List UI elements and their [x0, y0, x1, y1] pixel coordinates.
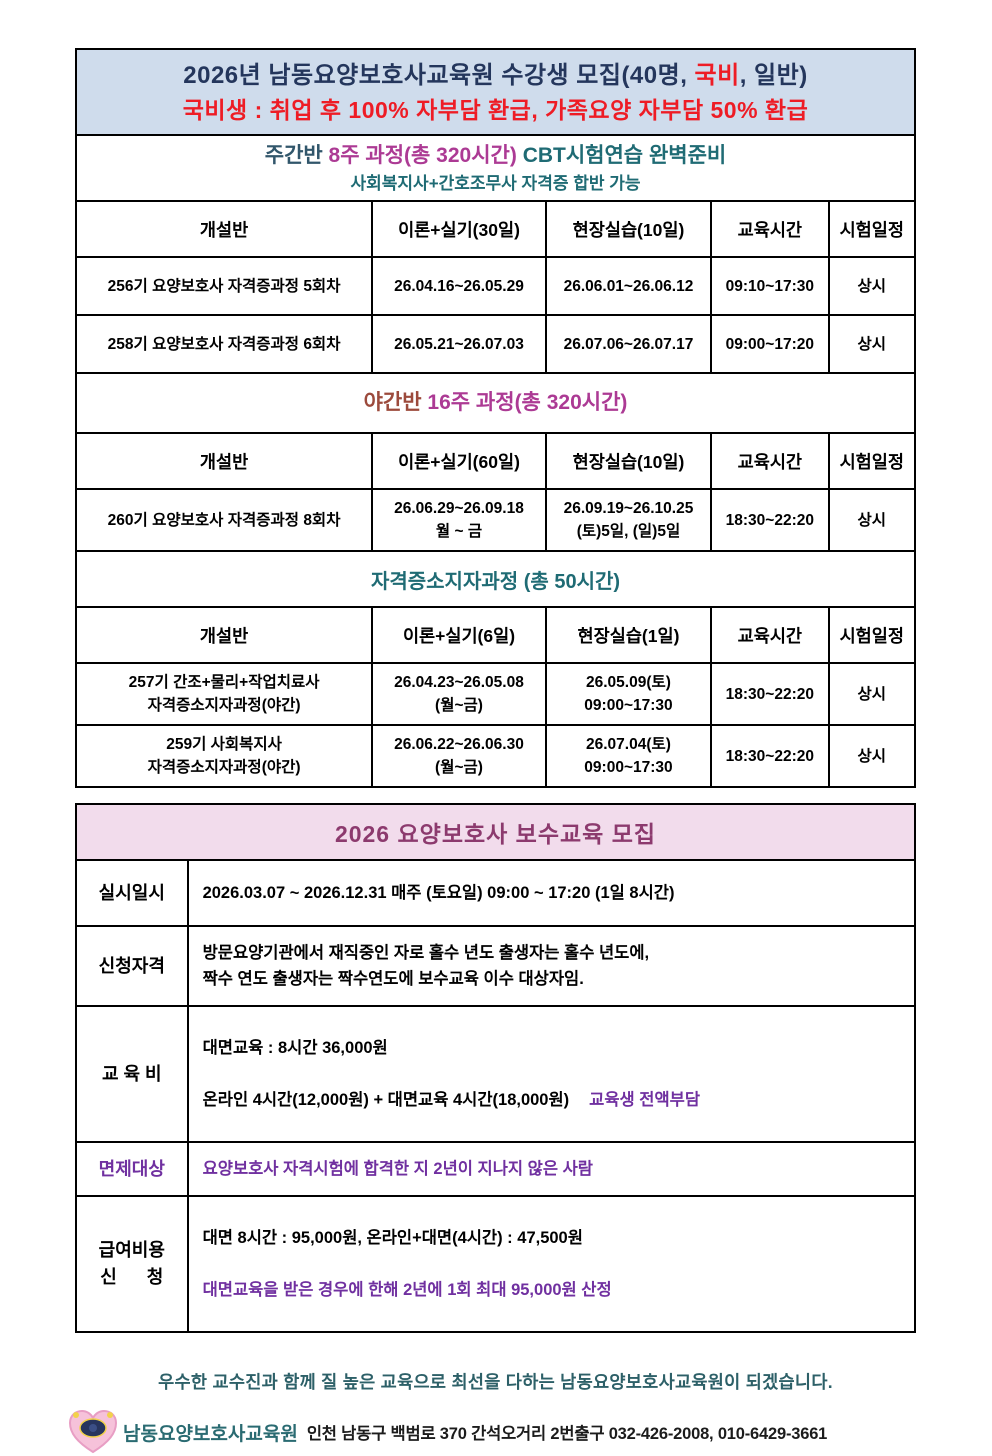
night-word: 야간반 [363, 391, 422, 414]
course-name: 257기 간조+물리+작업치료사 자격증소지자과정(야간) [74, 662, 374, 726]
col-header-class: 개설반 [74, 432, 374, 490]
col-header-class: 개설반 [74, 606, 374, 664]
institute-address: 인천 남동구 백범로 370 간석오거리 2번출구 032-426-2008, … [306, 1425, 828, 1443]
theory-dates: 26.04.23~26.05.08 (월~금) [371, 662, 547, 726]
refresher-eligibility-row: 신청자격 방문요양기관에서 재직중인 자로 홀수 년도 출생자는 홀수 년도에,… [75, 925, 917, 1007]
theory-dates: 26.06.22~26.06.30 (월~금) [371, 724, 547, 788]
col-header-hours: 교육시간 [710, 200, 830, 258]
exam-schedule: 상시 [827, 256, 917, 316]
day-section-subheading: 사회복지사+간호조무사 자격증 합반 가능 [350, 173, 641, 193]
flyer-sheet: 2026년 남동요양보호사교육원 수강생 모집(40명, 국비, 일반) 국비생… [68, 0, 917, 1456]
refresher-table: 2026 요양보호사 보수교육 모집 실시일시 2026.03.07 ~ 202… [75, 803, 917, 1333]
row-label: 실시일시 [75, 859, 189, 927]
practice-dates: 26.06.01~26.06.12 [544, 256, 713, 316]
fee-line2-highlight: 교육생 전액부담 [589, 1091, 701, 1109]
fee-line2-main: 온라인 4시간(12,000원) + 대면교육 4시간(18,000원) [202, 1091, 570, 1109]
refresher-benefit-row: 급여비용 신 청 대면 8시간 : 95,000원, 온라인+대면(4시간) :… [75, 1195, 917, 1333]
theory-dates: 26.06.29~26.09.18 월 ~ 금 [371, 488, 547, 552]
day-header-row: 개설반 이론+실기(30일) 현장실습(10일) 교육시간 시험일정 [74, 200, 917, 258]
course-name: 256기 요양보호사 자격증과정 5회차 [74, 256, 374, 316]
practice-dates: 26.07.06~26.07.17 [544, 314, 713, 374]
refresher-schedule-row: 실시일시 2026.03.07 ~ 2026.12.31 매주 (토요일) 09… [75, 859, 917, 927]
col-header-theory: 이론+실기(60일) [371, 432, 547, 490]
license-section-title-row: 자격증소지자과정 (총 50시간) [75, 550, 916, 608]
row-label: 급여비용 신 청 [75, 1195, 189, 1333]
schedule-content: 2026.03.07 ~ 2026.12.31 매주 (토요일) 09:00 ~… [186, 859, 917, 927]
exam-schedule: 상시 [827, 314, 917, 374]
exam-schedule: 상시 [827, 488, 917, 552]
license-section-title: 자격증소지자과정 (총 50시간) [75, 550, 916, 608]
practice-dates: 26.09.19~26.10.25 (토)5일, (일)5일 [544, 488, 713, 552]
class-hours: 09:00~17:20 [710, 314, 830, 374]
course-row-256: 256기 요양보호사 자격증과정 5회차 26.04.16~26.05.29 2… [74, 256, 917, 316]
refresher-title-row: 2026 요양보호사 보수교육 모집 [75, 803, 916, 861]
exemption-content: 요양보호사 자격시험에 합격한 지 2년이 지나지 않은 사람 [186, 1141, 917, 1197]
col-header-exam: 시험일정 [827, 432, 917, 490]
col-header-class: 개설반 [74, 200, 374, 258]
class-hours: 18:30~22:20 [710, 662, 830, 726]
course-row-257: 257기 간조+물리+작업치료사 자격증소지자과정(야간) 26.04.23~2… [74, 662, 917, 726]
col-header-theory: 이론+실기(6일) [371, 606, 547, 664]
license-header-row: 개설반 이론+실기(6일) 현장실습(1일) 교육시간 시험일정 [74, 606, 917, 664]
exam-schedule: 상시 [827, 724, 917, 788]
col-header-hours: 교육시간 [710, 432, 830, 490]
day-section-heading: 주간반 8주 과정(총 320시간) CBT시험연습 완벽준비 [81, 141, 910, 171]
class-hours: 18:30~22:20 [710, 488, 830, 552]
night-section-title: 야간반 16주 과정(총 320시간) [75, 372, 916, 434]
banner: 2026년 남동요양보호사교육원 수강생 모집(40명, 국비, 일반) 국비생… [75, 48, 916, 136]
exam-schedule: 상시 [827, 662, 917, 726]
banner-subtitle: 국비생 : 취업 후 100% 자부담 환급, 가족요양 자부담 50% 환급 [182, 96, 809, 123]
benefit-line2: 대면교육을 받은 경우에 한해 2년에 1회 최대 95,000원 산정 [202, 1281, 612, 1299]
col-header-practice: 현장실습(10일) [544, 432, 713, 490]
col-header-theory: 이론+실기(30일) [371, 200, 547, 258]
contact-line: 남동요양보호사교육원 인천 남동구 백범로 370 간석오거리 2번출구 032… [67, 1408, 916, 1456]
banner-title-pre: 2026년 남동요양보호사교육원 수강생 모집(40명, [183, 61, 695, 89]
fee-line2: 온라인 4시간(12,000원) + 대면교육 4시간(18,000원) 교육생 … [203, 1087, 910, 1113]
class-hours: 09:10~17:30 [710, 256, 830, 316]
course-name: 258기 요양보호사 자격증과정 6회차 [74, 314, 374, 374]
institute-name: 남동요양보호사교육원 [123, 1423, 298, 1445]
col-header-hours: 교육시간 [710, 606, 830, 664]
practice-dates: 26.07.04(토) 09:00~17:30 [544, 724, 713, 788]
eligibility-content: 방문요양기관에서 재직중인 자로 홀수 년도 출생자는 홀수 년도에, 짝수 연… [186, 925, 917, 1007]
fee-content: 대면교육 : 8시간 36,000원 온라인 4시간(12,000원) + 대면… [186, 1005, 917, 1143]
col-header-practice: 현장실습(10일) [544, 200, 713, 258]
practice-dates: 26.05.09(토) 09:00~17:30 [544, 662, 713, 726]
row-label: 면제대상 [75, 1141, 189, 1197]
benefit-line1: 대면 8시간 : 95,000원, 온라인+대면(4시간) : 47,500원 [202, 1229, 583, 1247]
day-word: 주간반 [264, 143, 323, 167]
refresher-fee-row: 교 육 비 대면교육 : 8시간 36,000원 온라인 4시간(12,000원… [75, 1005, 917, 1143]
refresher-exemption-row: 면제대상 요양보호사 자격시험에 합격한 지 2년이 지나지 않은 사람 [75, 1141, 917, 1197]
refresher-title: 2026 요양보호사 보수교육 모집 [75, 803, 916, 861]
night-section-title-row: 야간반 16주 과정(총 320시간) [75, 372, 916, 434]
course-name: 260기 요양보호사 자격증과정 8회차 [74, 488, 374, 552]
course-row-258: 258기 요양보호사 자격증과정 6회차 26.05.21~26.07.03 2… [74, 314, 917, 374]
banner-title-post: , 일반) [739, 61, 808, 89]
theory-dates: 26.04.16~26.05.29 [371, 256, 547, 316]
benefit-content: 대면 8시간 : 95,000원, 온라인+대면(4시간) : 47,500원 … [186, 1195, 917, 1333]
day-section-title: 주간반 8주 과정(총 320시간) CBT시험연습 완벽준비 사회복지사+간호… [75, 134, 916, 202]
institute-heart-logo-icon [68, 1409, 118, 1454]
night-header-row: 개설반 이론+실기(60일) 현장실습(10일) 교육시간 시험일정 [74, 432, 917, 490]
day-cbt-note: CBT시험연습 완벽준비 [522, 143, 727, 167]
recruitment-table: 2026년 남동요양보호사교육원 수강생 모집(40명, 국비, 일반) 국비생… [74, 48, 917, 788]
col-header-practice: 현장실습(1일) [544, 606, 713, 664]
row-label: 교 육 비 [75, 1005, 189, 1143]
class-hours: 18:30~22:20 [710, 724, 830, 788]
banner-title-highlight: 국비 [694, 61, 740, 89]
day-section-title-row: 주간반 8주 과정(총 320시간) CBT시험연습 완벽준비 사회복지사+간호… [75, 134, 916, 202]
course-name: 259기 사회복지사 자격증소지자과정(야간) [74, 724, 374, 788]
col-header-exam: 시험일정 [827, 606, 917, 664]
closing-message: 우수한 교수진과 함께 질 높은 교육으로 최선을 다하는 남동요양보호사교육원… [158, 1372, 833, 1392]
course-row-259: 259기 사회복지사 자격증소지자과정(야간) 26.06.22~26.06.3… [74, 724, 917, 788]
theory-dates: 26.05.21~26.07.03 [371, 314, 547, 374]
night-course-length: 16주 과정(총 320시간) [421, 391, 628, 414]
day-course-length: 8주 과정(총 320시간) [322, 143, 523, 167]
banner-row: 2026년 남동요양보호사교육원 수강생 모집(40명, 국비, 일반) 국비생… [75, 48, 916, 136]
banner-title: 2026년 남동요양보호사교육원 수강생 모집(40명, 국비, 일반) [81, 58, 910, 93]
fee-line1: 대면교육 : 8시간 36,000원 [202, 1039, 388, 1057]
col-header-exam: 시험일정 [827, 200, 917, 258]
course-row-260: 260기 요양보호사 자격증과정 8회차 26.06.29~26.09.18 월… [74, 488, 917, 552]
row-label: 신청자격 [75, 925, 189, 1007]
